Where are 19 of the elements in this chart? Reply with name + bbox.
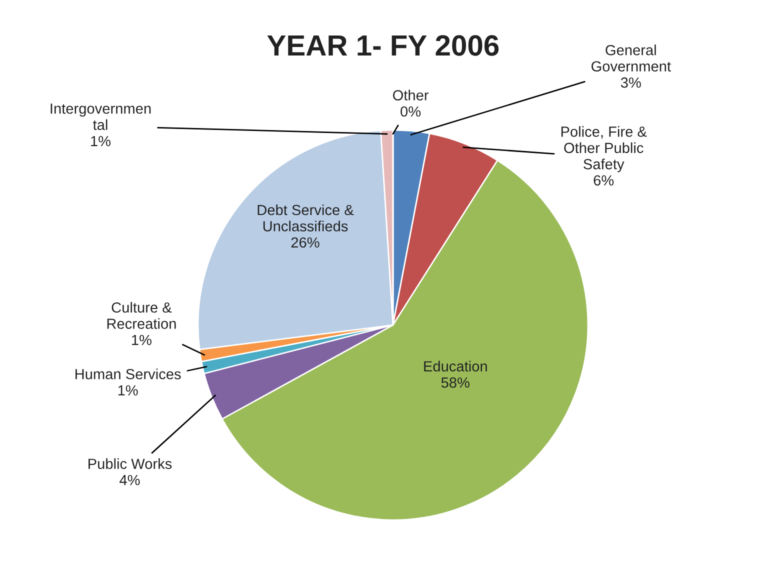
data-label: 26% — [291, 237, 320, 248]
data-label: 6% — [594, 175, 614, 186]
data-label: 58% — [441, 377, 470, 388]
category-label: Other — [393, 90, 429, 100]
slice-label: Intergovernmen tal — [50, 104, 151, 130]
text: 0% — [400, 106, 421, 117]
chart-title: YEAR 1- FY 2006 — [267, 35, 499, 56]
slice-label: Culture & Recreation — [107, 302, 176, 329]
data-label: 1% — [91, 136, 111, 146]
data-label: 1% — [118, 385, 138, 396]
slice-label: Human Services — [76, 368, 181, 380]
slice-label: Public Works — [88, 458, 172, 469]
slice-label: Education — [424, 360, 487, 372]
slice-label: General Government — [592, 44, 671, 72]
slice-label: Police, Fire & Other Public Safety — [561, 126, 647, 172]
data-label: 4% — [120, 474, 140, 486]
slice-label: Debt Service & Unclassifieds — [258, 204, 354, 232]
data-label: 1% — [132, 334, 152, 346]
data-label: 3% — [620, 77, 641, 88]
